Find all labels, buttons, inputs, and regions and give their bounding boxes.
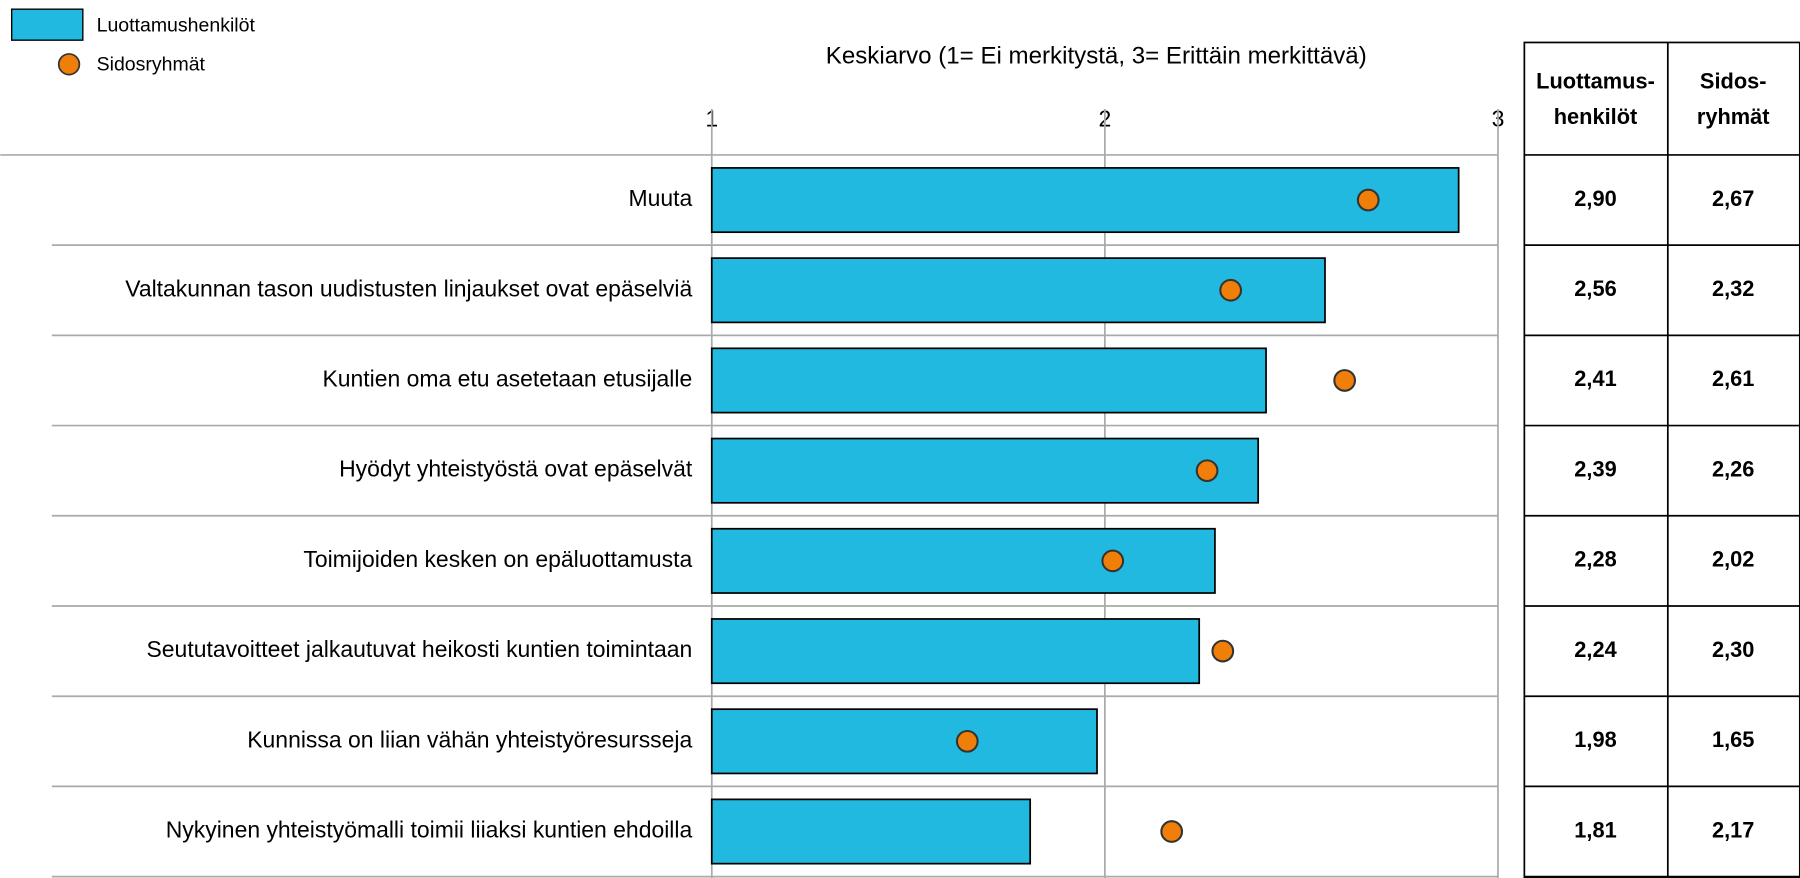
- table-cell: 2,41: [1574, 366, 1616, 391]
- table-frame: [1523, 41, 1800, 878]
- dot: [1356, 188, 1380, 212]
- table-header: Luottamus-: [1536, 68, 1655, 93]
- table-cell: 2,02: [1712, 547, 1754, 572]
- bar: [710, 798, 1032, 865]
- category-label: Valtakunnan tason uudistusten linjaukset…: [125, 275, 692, 301]
- table-header: Sidos-: [1700, 68, 1767, 93]
- bar: [710, 527, 1216, 594]
- category-label: Kuntien oma etu asetetaan etusijalle: [322, 366, 692, 392]
- legend-swatch: [10, 8, 84, 41]
- bar: [710, 618, 1201, 685]
- table-cell: 1,65: [1712, 727, 1754, 752]
- table-cell: 2,17: [1712, 817, 1754, 842]
- axis-title: Keskiarvo (1= Ei merkitystä, 3= Erittäin…: [826, 43, 1367, 70]
- dot: [1195, 459, 1219, 483]
- table-cell: 2,67: [1712, 186, 1754, 211]
- category-label: Kunnissa on liian vähän yhteistyöresurss…: [247, 726, 692, 752]
- table-cell: 2,24: [1574, 637, 1616, 662]
- legend-label: Sidosryhmät: [97, 54, 206, 76]
- category-label: Seututavoitteet jalkautuvat heikosti kun…: [147, 636, 693, 662]
- table-cell: 2,39: [1574, 456, 1616, 481]
- table-cell: 2,90: [1574, 186, 1616, 211]
- dot: [1333, 369, 1357, 392]
- category-label: Muuta: [628, 185, 692, 211]
- table-header: ryhmät: [1697, 104, 1770, 129]
- legend-dot: [57, 53, 81, 76]
- bar: [710, 437, 1260, 504]
- table-cell: 2,30: [1712, 637, 1754, 662]
- bar: [710, 708, 1098, 775]
- dot: [955, 729, 979, 753]
- bar: [710, 347, 1267, 414]
- bar: [710, 167, 1460, 234]
- category-label: Toimijoiden kesken on epäluottamusta: [303, 546, 692, 572]
- table-cell: 2,61: [1712, 366, 1754, 391]
- dot: [1211, 639, 1235, 663]
- category-label: Nykyinen yhteistyömalli toimii liiaksi k…: [166, 817, 693, 843]
- table-cell: 2,32: [1712, 276, 1754, 301]
- dot: [1219, 278, 1243, 302]
- dot: [1160, 820, 1184, 843]
- table-header: henkilöt: [1554, 104, 1638, 129]
- legend-label: Luottamushenkilöt: [97, 15, 256, 37]
- dot: [1101, 549, 1125, 573]
- table-cell: 1,98: [1574, 727, 1616, 752]
- category-label: Hyödyt yhteistyöstä ovat epäselvät: [339, 456, 693, 482]
- table-cell: 2,56: [1574, 276, 1616, 301]
- table-cell: 2,26: [1712, 456, 1754, 481]
- table-cell: 2,28: [1574, 547, 1616, 572]
- table-cell: 1,81: [1574, 817, 1616, 842]
